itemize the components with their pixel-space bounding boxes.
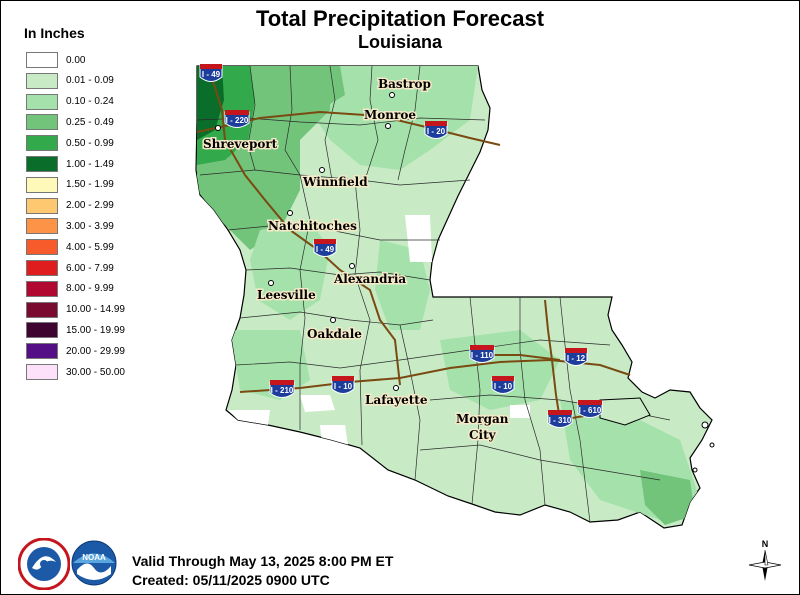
legend-label: 0.25 - 0.49 — [66, 116, 114, 128]
legend-swatch — [26, 301, 58, 318]
legend-label: 0.00 — [66, 54, 86, 66]
svg-text:I - 49: I - 49 — [316, 245, 335, 254]
legend-item: 2.00 - 2.99 — [26, 197, 114, 215]
legend-swatch — [26, 156, 58, 172]
legend-item: 0.01 - 0.09 — [26, 72, 114, 90]
legend-swatch — [26, 135, 58, 152]
legend-swatch — [26, 114, 58, 131]
legend-label: 1.50 - 1.99 — [66, 179, 114, 191]
svg-text:I - 110: I - 110 — [471, 351, 494, 360]
svg-text:I - 49: I - 49 — [202, 70, 221, 79]
legend-swatch — [26, 218, 58, 235]
legend-label: 0.10 - 0.24 — [66, 96, 114, 108]
interstate-shield: I - 610 — [577, 400, 603, 418]
svg-text:I - 310: I - 310 — [549, 416, 572, 425]
city-label: City — [469, 428, 497, 442]
svg-text:NOAA: NOAA — [82, 553, 106, 562]
interstate-shield: I - 220 — [224, 110, 250, 128]
legend-item: 3.00 - 3.99 — [26, 217, 114, 235]
legend-swatch — [26, 52, 58, 68]
city-label: Alexandria — [333, 272, 406, 286]
created-text: Created: 05/11/2025 0900 UTC — [132, 572, 330, 588]
interstate-shield: I - 49 — [313, 239, 337, 257]
legend-label: 1.00 - 1.49 — [66, 158, 114, 170]
legend-item: 15.00 - 19.99 — [26, 321, 125, 339]
svg-text:I - 610: I - 610 — [579, 406, 602, 415]
svg-text:I - 220: I - 220 — [226, 116, 249, 125]
city-label: Lafayette — [365, 393, 428, 407]
legend-swatch — [26, 93, 58, 110]
legend-label: 30.00 - 50.00 — [66, 366, 125, 378]
legend-swatch — [26, 197, 58, 214]
legend-label: 20.00 - 29.99 — [66, 345, 125, 357]
interstate-shield: I - 12 — [564, 348, 588, 366]
svg-text:N: N — [762, 539, 769, 549]
legend-label: 0.01 - 0.09 — [66, 75, 114, 87]
svg-text:I - 210: I - 210 — [271, 386, 294, 395]
legend-item: 10.00 - 14.99 — [26, 301, 125, 319]
legend-label: 10.00 - 14.99 — [66, 304, 125, 316]
legend-swatch — [26, 322, 58, 339]
city-label: Oakdale — [307, 327, 362, 341]
legend-label: 2.00 - 2.99 — [66, 200, 114, 212]
north-arrow-icon: N — [748, 539, 782, 581]
legend-swatch — [26, 364, 58, 380]
legend-item: 20.00 - 29.99 — [26, 342, 125, 360]
legend-item: 1.50 - 1.99 — [26, 176, 114, 194]
city-label: Monroe — [364, 108, 416, 122]
legend-label: 6.00 - 7.99 — [66, 262, 114, 274]
interstate-shield: I - 10 — [331, 376, 355, 394]
legend-item: 0.00 — [26, 51, 85, 69]
legend-item: 30.00 - 50.00 — [26, 363, 125, 381]
nws-logo-icon — [18, 538, 70, 590]
city-label: Bastrop — [378, 77, 431, 91]
interstate-shield: I - 10 — [491, 376, 515, 394]
legend-label: 4.00 - 5.99 — [66, 241, 114, 253]
lakes — [599, 397, 715, 473]
legend-item: 0.25 - 0.49 — [26, 113, 114, 131]
legend-swatch — [26, 176, 58, 193]
interstate-shield: I - 310 — [547, 410, 573, 428]
legend-item: 6.00 - 7.99 — [26, 259, 114, 277]
legend-item: 8.00 - 9.99 — [26, 280, 114, 298]
svg-text:I - 10: I - 10 — [494, 382, 513, 391]
interstate-shield: I - 20 — [424, 121, 448, 139]
svg-text:I - 20: I - 20 — [427, 127, 446, 136]
interstate-shield: I - 110 — [469, 345, 495, 363]
legend-item: 1.00 - 1.49 — [26, 155, 114, 173]
city-markers — [215, 92, 484, 425]
legend-swatch — [26, 280, 58, 297]
city-label: Winnfield — [302, 175, 368, 189]
legend-title: In Inches — [24, 25, 85, 41]
parish-boundaries — [196, 65, 671, 523]
svg-text:I - 10: I - 10 — [334, 382, 353, 391]
city-label: Leesville — [257, 288, 316, 302]
legend-label: 0.50 - 0.99 — [66, 137, 114, 149]
city-label: Morgan — [456, 412, 509, 426]
legend-label: 3.00 - 3.99 — [66, 220, 114, 232]
map-title: Total Precipitation Forecast — [255, 6, 545, 31]
legend-swatch — [26, 260, 58, 276]
valid-through-text: Valid Through May 13, 2025 8:00 PM ET — [132, 553, 394, 569]
legend-swatch — [26, 343, 58, 360]
legend-item: 4.00 - 5.99 — [26, 238, 114, 256]
legend-label: 15.00 - 19.99 — [66, 324, 125, 336]
svg-text:I - 12: I - 12 — [567, 354, 586, 363]
legend-swatch — [26, 239, 58, 256]
map-subtitle: Louisiana — [357, 32, 442, 52]
interstate-shield: I - 49 — [199, 64, 223, 82]
legend-item: 0.10 - 0.24 — [26, 93, 114, 111]
city-label: Natchitoches — [268, 219, 357, 233]
legend-label: 8.00 - 9.99 — [66, 283, 114, 295]
interstate-shield: I - 210 — [269, 380, 295, 398]
noaa-logo-icon: NOAA — [71, 540, 117, 586]
city-label: Shreveport — [203, 137, 278, 151]
legend-item: 0.50 - 0.99 — [26, 134, 114, 152]
legend-swatch — [26, 72, 58, 89]
